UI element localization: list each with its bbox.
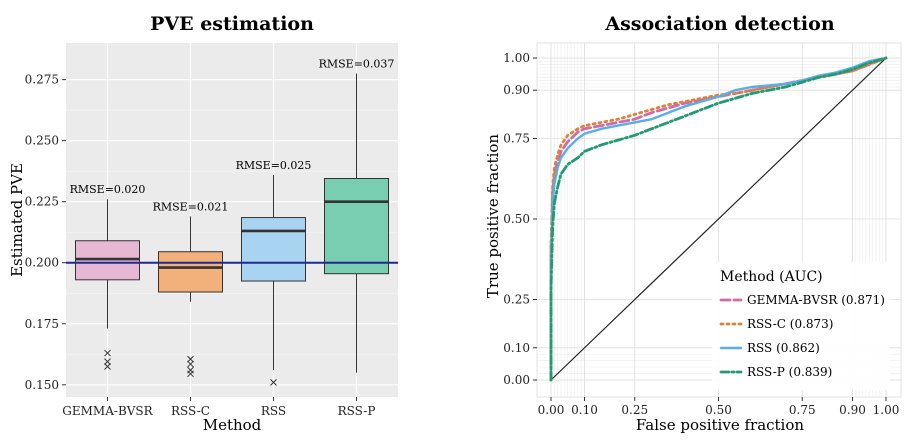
pve-y-tick-label: 0.200 — [25, 256, 59, 270]
box-iqr — [324, 177, 389, 275]
pve-title: PVE estimation — [150, 13, 314, 35]
legend-title: Method (AUC) — [720, 269, 823, 285]
roc-x-tick-label: 0.10 — [571, 403, 598, 417]
outlier-point — [104, 349, 111, 357]
roc-x-ticks: 0.00 0.10 0.25 0.50 0.75 0.90 1.00 — [538, 397, 900, 417]
pve-boxes: RMSE=0.020 RMSE=0.021 RMSE=0.025 RMSE=0.037 — [66, 58, 398, 386]
outlier-point — [187, 355, 194, 363]
legend-label: RSS-C (0.873) — [747, 317, 833, 331]
legend-label: GEMMA-BVSR (0.871) — [747, 293, 885, 307]
outlier-point — [104, 358, 111, 365]
rmse-label: RMSE=0.025 — [236, 159, 312, 172]
pve-x-tick-label: RSS-P — [338, 404, 376, 418]
roc-legend: Method (AUC) GEMMA-BVSR (0.871) RSS-C (0.… — [712, 262, 890, 390]
roc-gridlines — [537, 43, 901, 397]
rmse-label: RMSE=0.021 — [153, 200, 229, 213]
roc-y-ticks: 0.00 0.10 0.25 0.50 0.75 0.90 1.00 — [503, 51, 537, 387]
roc-panel: Association detection 0.000.100.250.500.… — [484, 13, 902, 434]
roc-x-tick-label: 1.00 — [873, 403, 900, 417]
outlier-point — [187, 370, 194, 378]
roc-y-tick-label: 0.25 — [503, 293, 530, 307]
roc-title: Association detection — [604, 13, 834, 35]
roc-x-axis-label: False positive fraction — [636, 416, 804, 434]
roc-y-axis-label: True positive fraction — [484, 134, 502, 298]
roc-y-tick-label: 0.75 — [503, 132, 530, 146]
pve-x-ticks: GEMMA-BVSR RSS-C RSS RSS-P — [62, 397, 375, 418]
roc-x-tick-label: 0.90 — [839, 403, 866, 417]
legend-label: RSS (0.862) — [747, 341, 820, 355]
pve-y-tick-label: 0.250 — [25, 134, 59, 148]
pve-y-tick-label: 0.175 — [25, 317, 59, 331]
legend-background — [712, 262, 890, 390]
box-iqr — [241, 217, 306, 282]
roc-curve-rss-p — [549, 56, 888, 382]
rmse-label: RMSE=0.020 — [70, 183, 146, 196]
pve-box-gemma-bvsr: RMSE=0.020 — [70, 183, 146, 370]
rmse-label: RMSE=0.037 — [319, 58, 395, 71]
pve-boxplot-panel: PVE estimation RMSE=0.020RMSE=0.021RMSE=… — [8, 13, 398, 434]
legend-items: GEMMA-BVSR (0.871) RSS-C (0.873) RSS (0.86… — [719, 293, 885, 379]
pve-y-axis-label: Estimated PVE — [8, 163, 26, 277]
pve-y-tick-label: 0.275 — [25, 73, 59, 87]
pve-box-rss: RMSE=0.025 — [236, 159, 312, 386]
roc-y-tick-label: 0.50 — [503, 212, 530, 226]
roc-x-tick-label: 0.25 — [621, 403, 648, 417]
pve-y-tick-label: 0.225 — [25, 195, 59, 209]
roc-curve-rss — [549, 56, 888, 382]
pve-box-rss-p: RMSE=0.037 — [319, 58, 395, 373]
pve-x-axis-label: Method — [203, 416, 262, 434]
pve-y-ticks: 0.150 0.175 0.200 0.225 0.250 0.275 — [25, 73, 66, 392]
pve-y-tick-label: 0.150 — [25, 378, 59, 392]
roc-x-tick-label: 0.00 — [538, 403, 565, 417]
pve-box-rss-c: RMSE=0.021 — [153, 200, 229, 378]
roc-x-tick-label: 0.50 — [705, 403, 732, 417]
roc-y-tick-label: 0.90 — [503, 83, 530, 97]
pve-x-tick-label: RSS-C — [171, 404, 210, 418]
roc-curves — [549, 56, 888, 382]
roc-y-tick-label: 1.00 — [503, 51, 530, 65]
pve-x-tick-label: GEMMA-BVSR — [62, 404, 153, 418]
outlier-point — [187, 360, 194, 368]
pve-x-tick-label: RSS — [261, 404, 286, 418]
roc-y-tick-label: 0.10 — [503, 341, 530, 355]
outlier-point — [104, 363, 111, 370]
roc-x-tick-label: 0.75 — [789, 403, 816, 417]
outlier-point — [270, 378, 277, 386]
legend-label: RSS-P (0.839) — [747, 365, 832, 379]
roc-y-tick-label: 0.00 — [503, 373, 530, 387]
box-iqr — [158, 251, 223, 293]
roc-diagonal — [550, 57, 887, 381]
